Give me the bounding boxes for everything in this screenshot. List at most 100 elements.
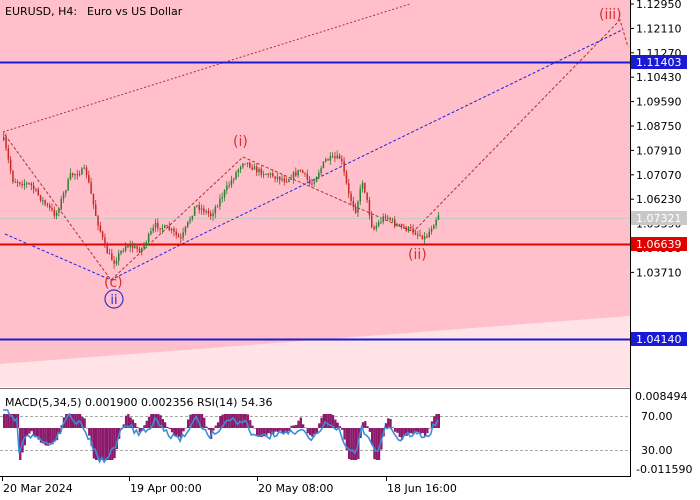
candle-body [350,193,352,201]
macd-bar [299,417,302,428]
candle-body [239,167,242,170]
candle-body [377,222,380,227]
candle-body [233,178,235,181]
candle-body [12,170,14,182]
candle-body [237,169,240,173]
macd-bar [161,419,164,428]
macd-bar [184,427,187,429]
candle-body [329,156,332,161]
candle-body [85,167,88,176]
candle-body [53,209,56,216]
candle-body [145,242,148,245]
macd-bar [12,414,15,428]
macd-bar [233,414,236,428]
macd-bar [322,414,325,428]
macd-bar [384,423,388,428]
macd-bar [221,414,224,428]
macd-bar [99,428,102,460]
candle-body [348,183,350,194]
candle-body [120,251,122,254]
candle-body [39,195,42,201]
candle-body [65,190,67,194]
candle-body [414,232,417,235]
candle-body [138,248,141,253]
macd-bar [150,414,153,428]
macd-bar [76,414,79,428]
candle-body [384,216,387,218]
candle-body [361,182,364,189]
candle-body [387,217,389,219]
candle-body [371,215,373,228]
macd-bar [81,416,84,428]
macd-bar [304,427,307,429]
candle-body [182,232,184,239]
upper-channel-line [2,3,411,133]
macd-bar [39,428,43,443]
candle-body [274,176,276,179]
price-tick-label: 1.09590 [636,96,682,109]
macd-bar [49,428,52,444]
candle-body [26,183,28,185]
macd-bar [154,414,158,428]
macd-bar [306,428,309,434]
macd-bar [108,428,112,460]
macd-bar [281,428,284,434]
wave-ii-circle [104,289,124,309]
candle-body [62,193,65,199]
candle-body [267,173,269,175]
macd-bar [216,422,220,428]
macd-bar [104,428,107,460]
candle-body [154,222,157,228]
candle-body [134,246,136,249]
macd-bar [426,428,429,434]
candle-body [375,226,378,229]
macd-bar [203,417,206,428]
macd-bar [400,428,404,440]
candle-body [44,200,46,205]
candle-body [435,219,437,226]
candle-body [203,208,205,213]
macd-bar [28,428,31,434]
candle-body [320,167,322,173]
candle-body [168,226,171,231]
candle-body [115,260,118,264]
macd-bar [207,428,210,430]
macd-bar [46,428,49,446]
candle-body [302,170,304,173]
candle-body [21,183,23,186]
macd-bar [113,428,116,459]
macd-bar [65,414,68,428]
indicator-tick-4: -0.011590 [636,463,692,476]
price-candles [3,132,440,269]
macd-bar [341,428,344,430]
candle-body [16,181,19,183]
macd-bar [283,428,286,434]
macd-bar [403,428,406,436]
candle-body [396,224,398,227]
wave-connect-red [4,19,629,281]
price-tick-label: 1.03710 [636,266,682,279]
candle-body [161,227,164,230]
macd-bar [37,428,40,440]
candle-body [175,231,177,236]
candle-body [81,168,83,175]
candle-body [327,159,329,161]
candle-body [196,205,198,207]
macd-bar [329,414,332,428]
candle-body [297,169,299,176]
macd-bar [334,419,337,428]
macd-bar [187,419,190,428]
candle-body [74,174,76,176]
indicator-tick-2: 70.00 [641,410,673,423]
level-tag-1 [631,55,687,69]
macd-bar [168,428,171,430]
macd-bar [368,428,371,432]
macd-bar [32,428,36,437]
candle-body [9,159,12,171]
macd-bar [235,414,238,428]
level-tag-3 [631,332,687,346]
candle-body [403,226,405,228]
macd-bar [412,428,415,435]
macd-bar [292,425,296,428]
